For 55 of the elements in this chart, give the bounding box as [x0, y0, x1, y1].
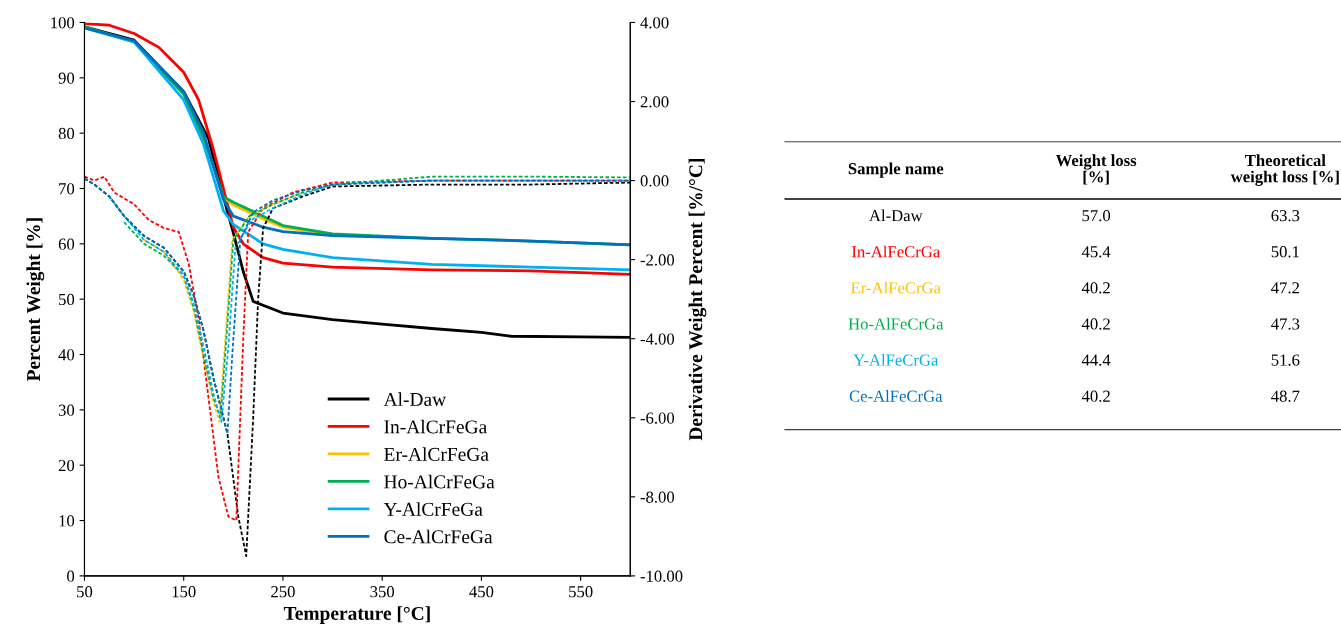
category-label: Er-AlFeCrGa [851, 281, 941, 294]
x-tick-label: 150 [172, 586, 196, 598]
data-label: 40.2 [1081, 282, 1110, 294]
y-tick-label: 90 [58, 72, 75, 84]
text: Weight loss [%] [1055, 154, 1137, 185]
y-axis-title: Percent Weight [%] [26, 218, 45, 382]
data-label: 47.3 [1271, 318, 1300, 330]
data-label: 44.4 [1081, 354, 1111, 366]
legend-label: Ce-AlCrFeGa [384, 529, 493, 544]
category-label: Ce-AlFeCrGa [849, 390, 943, 402]
data-label: 50.1 [1271, 246, 1299, 258]
y-tick-label: 0 [67, 570, 75, 582]
y2-tick-label: 2.00 [640, 96, 669, 108]
legend-label: Er-AlCrFeGa [384, 447, 489, 461]
y-tick-label: 20 [58, 459, 75, 472]
y2-tick-label: -4.00 [640, 333, 675, 345]
data-label: 63.3 [1271, 210, 1300, 222]
y2-axis-title: Derivative Weight Percent [%/°C] [688, 159, 707, 441]
x-tick-label: 350 [370, 586, 395, 598]
category-label: Al-Daw [869, 209, 923, 222]
data-label: 48.7 [1271, 390, 1300, 402]
data-label: 45.4 [1081, 246, 1111, 258]
y-tick-label: 40 [58, 349, 75, 361]
legend-label: In-AlCrFeGa [384, 419, 487, 434]
data-label: 47.2 [1271, 282, 1300, 294]
data-label: 51.6 [1271, 354, 1300, 366]
y-tick-label: 70 [59, 183, 75, 195]
y2-tick-label: 4.00 [640, 17, 669, 29]
y-tick-label: 60 [58, 238, 75, 250]
x-tick-label: 250 [271, 586, 295, 598]
x-tick-label: 50 [77, 586, 93, 598]
y2-tick-label: -8.00 [640, 491, 675, 503]
y2-tick-label: -10.00 [640, 570, 683, 582]
x-tick-label: 550 [569, 586, 593, 598]
legend-label: Al-Daw [383, 392, 447, 406]
data-label: 57.0 [1082, 210, 1111, 222]
category-label: Y-AlFeCrGa [853, 353, 939, 366]
y2-tick-label: 0.00 [640, 175, 669, 187]
text: Sample name [848, 162, 944, 178]
data-label: 40.2 [1081, 318, 1110, 330]
legend-label: Y-AlCrFeGa [383, 502, 483, 516]
category-label: In-AlFeCrGa [851, 245, 940, 258]
y-tick-label: 80 [58, 127, 75, 140]
x-axis-title: Temperature [°C] [283, 606, 430, 624]
y2-tick-label: -2.00 [640, 254, 675, 266]
x-tick-label: 450 [469, 586, 494, 598]
y-tick-label: 30 [58, 404, 75, 416]
y-tick-label: 10 [59, 515, 75, 527]
text: Theoretical weight loss [%] [1230, 154, 1339, 186]
y2-tick-label: -6.00 [640, 412, 675, 424]
data-label: 40.2 [1081, 390, 1110, 402]
y-tick-label: 50 [59, 293, 75, 306]
category-label: Ho-AlFeCrGa [848, 317, 944, 330]
legend-label: Ho-AlCrFeGa [384, 474, 495, 489]
y-tick-label: 100 [51, 17, 75, 29]
